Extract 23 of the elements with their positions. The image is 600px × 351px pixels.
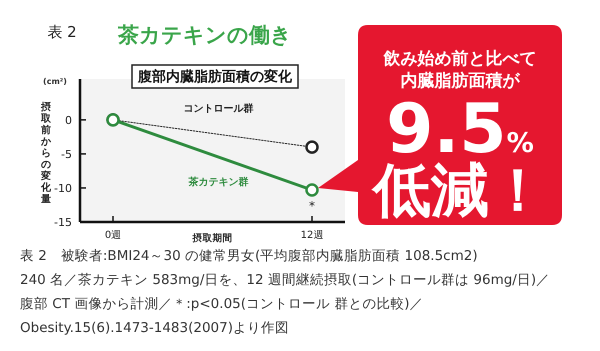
y-tick-label: -10 (54, 182, 72, 195)
text: 表 2 (47, 23, 77, 41)
text: 内臓脂肪面積が (400, 71, 520, 91)
text: 240 名／茶カテキン 583mg/日を、12 週間継続摂取(コントロール群は 96mg/日)／ (20, 272, 550, 288)
text: 摂取前からの変化量 (41, 102, 51, 205)
annotation: * (309, 198, 315, 213)
text: 飲み始め前と比べて (382, 49, 536, 69)
text: 腹部 CT 画像から計測／＊:p<0.05(コントロール 群との比較)／ (20, 296, 424, 312)
point (305, 183, 319, 197)
point (305, 140, 319, 154)
text: 表 2 被験者:BMI24～30 の健常男女(平均腹部内臓脂肪面積 108.5cm2) (20, 248, 478, 264)
x-tick-label: 12週 (300, 230, 324, 241)
x-axis-title: 摂取期間 (192, 232, 232, 244)
y-tick-label: -5 (61, 148, 72, 161)
chart-subtitle: 腹部内臓脂肪面積の変化 (137, 68, 293, 85)
text: Obesity.15(6).1473-1483(2007)より作図 (20, 320, 290, 336)
x-tick-label: 0週 (104, 230, 122, 241)
chart-title: 茶カテキンの働き (117, 23, 292, 47)
series-label: 茶カテキン群 (188, 176, 248, 188)
series-label: コントロール群 (184, 102, 254, 114)
text: (cm²) (43, 77, 67, 86)
y-tick-label: -15 (54, 216, 72, 229)
y-tick-label: 0 (65, 114, 72, 127)
